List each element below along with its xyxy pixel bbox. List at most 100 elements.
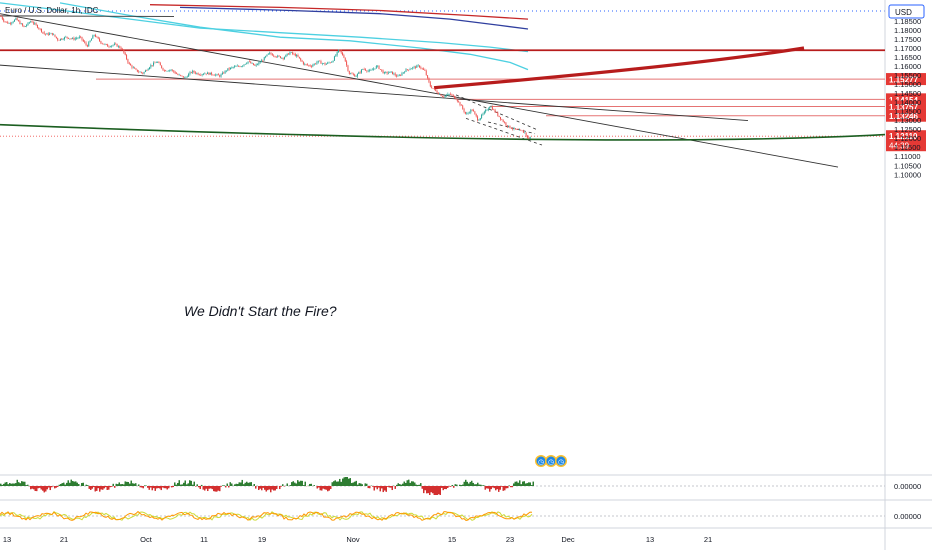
candle-body (487, 110, 488, 111)
candle-body (468, 113, 469, 114)
oscillator-bar (138, 484, 140, 486)
oscillator-bar (383, 486, 385, 492)
oscillator-bar (86, 485, 88, 486)
candle-body (339, 50, 340, 51)
currency-button[interactable]: USD (889, 5, 924, 18)
candle-body (343, 55, 344, 58)
clock-icon-glyph: ◷ (538, 459, 544, 466)
oscillator-bar (9, 483, 11, 486)
candle-body (484, 112, 485, 114)
candle-body (276, 57, 277, 58)
candle-body (451, 95, 452, 96)
symbol-title[interactable]: Euro / U.S. Dollar, 1h, IDC (5, 6, 99, 15)
candle-body (281, 58, 282, 59)
oscillator-bar (203, 486, 205, 490)
oscillator-bar (206, 486, 208, 489)
oscillator-bar (156, 486, 158, 488)
oscillator-bar (402, 484, 404, 486)
trendline[interactable] (0, 16, 174, 17)
oscillator-bar (123, 484, 125, 486)
oscillator-bar (492, 486, 494, 487)
oscillator-bar (410, 483, 412, 486)
candle-body (199, 75, 200, 76)
candle-body (33, 22, 34, 23)
oscillator-bar (71, 480, 73, 486)
chart-annotation-text[interactable]: We Didn't Start the Fire? (184, 303, 337, 319)
oscillator-bar (438, 486, 440, 494)
oscillator-bar (110, 486, 112, 487)
candle-body (248, 62, 249, 64)
candle-body (469, 113, 470, 114)
candle-body (165, 70, 166, 71)
oscillator-bar (345, 477, 347, 486)
oscillator-bar (102, 486, 104, 490)
oscillator-bar (320, 486, 322, 490)
candle-body (126, 55, 127, 59)
oscillator-bar (474, 484, 476, 486)
oscillator-bar (369, 486, 371, 488)
candle-body (110, 47, 111, 48)
candle-body (501, 119, 502, 120)
oscillator-bar (198, 486, 200, 487)
candle-body (69, 39, 70, 40)
oscillator-bar (398, 483, 400, 486)
oscillator-bar (336, 482, 338, 486)
candle-body (212, 75, 213, 76)
oscillator-bar (167, 486, 169, 489)
candle-body (515, 128, 516, 129)
candle-body (226, 71, 227, 72)
candle-body (6, 22, 7, 23)
candle-body (179, 75, 180, 76)
oscillator-bar (246, 482, 248, 486)
oscillator-bar (381, 486, 383, 488)
candle-body (419, 66, 420, 68)
oscillator-bar (317, 486, 319, 489)
candle-body (446, 95, 447, 96)
candle-body (449, 94, 450, 95)
oscillator-bar (330, 486, 332, 489)
oscillator-bar (20, 483, 22, 486)
oscillator-bar (327, 486, 329, 491)
candle-body (516, 129, 517, 130)
time-icons[interactable]: ◷◷◷ (535, 455, 567, 467)
candle-body (3, 19, 4, 21)
candle-body (357, 74, 358, 76)
oscillator-bar (297, 480, 299, 486)
oscillator-bar (182, 484, 184, 486)
candle-body (158, 62, 159, 63)
candle-body (347, 65, 348, 71)
oscillator-bar (35, 486, 37, 491)
candle-body (504, 122, 505, 123)
oscillator-bar (513, 483, 515, 486)
candle-body (164, 70, 165, 71)
candle-body (129, 63, 130, 64)
candle-body (350, 74, 351, 75)
oscillator-bar (333, 481, 335, 486)
oscillator-bar (479, 485, 481, 486)
oscillator-bar (405, 483, 407, 486)
oscillator-bar (83, 483, 85, 486)
oscillator-bar (291, 482, 293, 486)
oscillator-bar (456, 485, 458, 486)
candle-body (304, 64, 305, 65)
candle-body (523, 131, 524, 133)
oscillator-bar (209, 486, 211, 489)
oscillator-bar (24, 482, 26, 486)
oscillator-bar (488, 486, 490, 489)
candle-body (268, 54, 269, 55)
candle-body (422, 68, 423, 69)
oscillator-bar (120, 484, 122, 486)
time-axis-tick-label: 13 (646, 535, 654, 544)
candle-body (238, 66, 239, 67)
oscillator-bar (2, 485, 4, 486)
oscillator-bar (515, 482, 517, 486)
candle-body (352, 74, 353, 75)
candle-body (349, 71, 350, 74)
candle-body (231, 67, 232, 68)
oscillator-bar (428, 486, 430, 493)
candle-body (145, 70, 146, 72)
candle-body (45, 34, 46, 35)
oscillator-bar (254, 484, 256, 486)
candle-body (14, 20, 15, 22)
